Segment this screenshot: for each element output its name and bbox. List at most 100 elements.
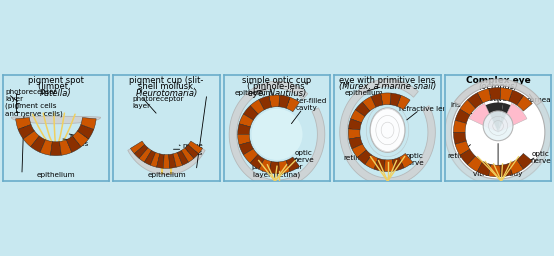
Polygon shape xyxy=(381,93,391,105)
Polygon shape xyxy=(73,131,89,147)
Text: nerve
fibres: nerve fibres xyxy=(182,143,203,156)
Text: simple optic cup: simple optic cup xyxy=(243,76,311,85)
Polygon shape xyxy=(397,95,410,110)
Polygon shape xyxy=(145,151,156,165)
Polygon shape xyxy=(11,116,101,124)
Polygon shape xyxy=(59,140,72,155)
Text: Patella): Patella) xyxy=(40,89,71,98)
Polygon shape xyxy=(16,118,31,129)
Text: photoreceptor
layer: photoreceptor layer xyxy=(132,96,184,109)
Polygon shape xyxy=(168,154,176,168)
Text: photoreceptor
layer
(pigment cells
and nerve cells): photoreceptor layer (pigment cells and n… xyxy=(5,89,63,117)
Polygon shape xyxy=(357,150,372,164)
Polygon shape xyxy=(239,142,253,155)
Polygon shape xyxy=(243,106,258,120)
Polygon shape xyxy=(239,114,253,127)
Polygon shape xyxy=(348,119,362,130)
Polygon shape xyxy=(150,152,160,167)
Polygon shape xyxy=(509,159,524,175)
Polygon shape xyxy=(259,159,271,173)
Text: refractive lens: refractive lens xyxy=(472,96,524,102)
Text: eye with primitive lens: eye with primitive lens xyxy=(340,76,435,85)
Polygon shape xyxy=(468,93,483,108)
Polygon shape xyxy=(130,141,145,154)
Text: optic
nerve: optic nerve xyxy=(404,153,424,166)
Text: refractive lens: refractive lens xyxy=(399,106,451,112)
Polygon shape xyxy=(468,156,483,172)
Polygon shape xyxy=(489,88,501,100)
Polygon shape xyxy=(66,136,81,152)
Polygon shape xyxy=(374,158,385,172)
Text: water-filled
cavity: water-filled cavity xyxy=(286,98,327,111)
Text: vitreous body: vitreous body xyxy=(474,171,523,177)
Text: (octopus): (octopus) xyxy=(478,82,518,91)
Polygon shape xyxy=(517,153,532,169)
Polygon shape xyxy=(188,141,203,154)
Polygon shape xyxy=(18,124,34,139)
Polygon shape xyxy=(173,152,183,167)
Circle shape xyxy=(452,86,545,179)
Polygon shape xyxy=(78,124,94,139)
Text: pigment spot: pigment spot xyxy=(28,76,84,85)
Polygon shape xyxy=(489,164,501,177)
Polygon shape xyxy=(40,140,52,155)
Polygon shape xyxy=(286,97,300,112)
Text: (limpet,: (limpet, xyxy=(38,82,74,91)
Polygon shape xyxy=(185,145,198,158)
Polygon shape xyxy=(517,95,532,111)
Text: nerve
fibres: nerve fibres xyxy=(69,134,90,147)
Text: cornea: cornea xyxy=(526,97,551,103)
Circle shape xyxy=(466,100,530,164)
Polygon shape xyxy=(340,79,435,185)
Circle shape xyxy=(483,111,513,141)
Wedge shape xyxy=(498,103,519,132)
Polygon shape xyxy=(250,100,264,114)
Polygon shape xyxy=(455,141,470,155)
Polygon shape xyxy=(351,110,365,123)
Polygon shape xyxy=(355,102,370,116)
Polygon shape xyxy=(30,136,45,152)
Wedge shape xyxy=(469,103,498,132)
Polygon shape xyxy=(238,124,250,134)
Polygon shape xyxy=(269,162,280,174)
Polygon shape xyxy=(455,109,470,123)
Wedge shape xyxy=(498,103,527,132)
Text: eye; Nautilus): eye; Nautilus) xyxy=(248,89,306,98)
Polygon shape xyxy=(229,81,325,188)
Text: epithelium: epithelium xyxy=(345,90,383,96)
Polygon shape xyxy=(50,142,61,156)
Polygon shape xyxy=(23,131,39,147)
Polygon shape xyxy=(478,89,491,103)
Text: epithelium: epithelium xyxy=(147,172,186,178)
Polygon shape xyxy=(454,79,542,105)
Polygon shape xyxy=(181,148,194,162)
Polygon shape xyxy=(478,161,491,176)
Polygon shape xyxy=(243,149,258,163)
Text: iris: iris xyxy=(450,102,461,108)
Text: retina: retina xyxy=(343,155,364,161)
Polygon shape xyxy=(500,88,512,101)
Polygon shape xyxy=(279,95,290,108)
Text: photoreceptor
layer (retina): photoreceptor layer (retina) xyxy=(252,164,302,178)
Polygon shape xyxy=(134,145,148,158)
Polygon shape xyxy=(453,132,466,144)
Text: pigment cup (slit-: pigment cup (slit- xyxy=(129,76,204,85)
Polygon shape xyxy=(250,155,264,169)
Polygon shape xyxy=(509,90,524,105)
Text: (Murex, a marine snail): (Murex, a marine snail) xyxy=(339,82,436,91)
Polygon shape xyxy=(163,154,170,168)
Polygon shape xyxy=(460,100,475,115)
Text: epithelium: epithelium xyxy=(234,90,273,96)
Polygon shape xyxy=(371,93,383,107)
Text: epithelium: epithelium xyxy=(37,172,75,178)
Ellipse shape xyxy=(370,108,405,152)
Circle shape xyxy=(252,109,302,160)
Polygon shape xyxy=(384,159,394,172)
Circle shape xyxy=(237,94,317,175)
Circle shape xyxy=(347,92,428,173)
Wedge shape xyxy=(477,102,503,132)
Polygon shape xyxy=(453,120,466,132)
Polygon shape xyxy=(392,157,404,171)
Text: Complex eye: Complex eye xyxy=(466,76,531,85)
Polygon shape xyxy=(128,146,205,175)
